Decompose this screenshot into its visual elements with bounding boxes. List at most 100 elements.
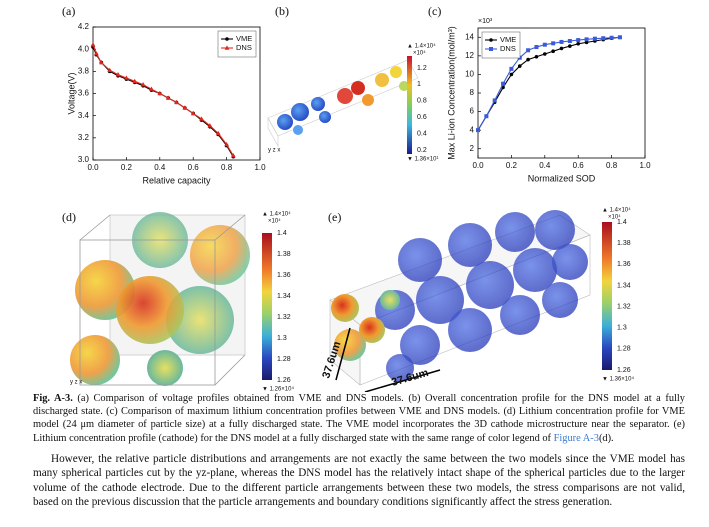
panel-label: (c)	[428, 4, 441, 18]
data-point	[526, 48, 531, 53]
colorbar	[407, 56, 412, 154]
legend-label: VME	[236, 34, 252, 43]
data-point	[215, 130, 221, 136]
data-point	[542, 42, 547, 47]
data-point	[149, 86, 154, 91]
data-point	[617, 35, 622, 40]
panel-label: (b)	[275, 4, 289, 18]
colorbar-tick-label: 1.4	[277, 230, 287, 237]
x-tick-label: 0.0	[87, 163, 99, 172]
x-tick-label: 0.8	[221, 163, 233, 172]
data-point	[609, 35, 614, 40]
rendering-d: y z x	[70, 212, 250, 386]
x-tick-label: 0.2	[506, 161, 518, 170]
y-tick-label: 4.0	[78, 44, 90, 53]
y-axis-label: Voltage(V)	[66, 72, 76, 114]
colorbar-tick-label: 1.3	[617, 325, 627, 332]
colorbar-tick-label: 0.8	[417, 98, 427, 105]
data-point	[115, 72, 121, 77]
data-point	[107, 67, 113, 73]
colorbar-unit: ×10⁴	[413, 50, 426, 57]
y-tick-label: 3.8	[78, 66, 90, 75]
y-tick-label: 2	[470, 144, 475, 153]
x-tick-label: 0.4	[539, 161, 551, 170]
data-point	[509, 66, 514, 71]
legend-label: DNS	[500, 44, 516, 53]
data-point	[559, 46, 564, 51]
series-line	[92, 44, 234, 156]
data-point	[132, 78, 138, 84]
colorbar-tick-label: 1.36	[617, 261, 631, 268]
figure: y z x y z x 37.6um 37.6um (b) (d) (e) (a…	[62, 4, 651, 392]
y-tick-label: 8	[470, 88, 475, 97]
data-point	[230, 152, 236, 158]
data-point	[576, 38, 581, 43]
y-multiplier: ×10³	[478, 18, 493, 25]
data-point	[98, 59, 104, 65]
y-tick-label: 4	[470, 125, 475, 134]
colorbar-tick-label: 1.4	[617, 219, 627, 226]
panel-label: (a)	[62, 4, 75, 18]
svg-text:y z x: y z x	[70, 380, 82, 386]
y-tick-label: 14	[465, 32, 474, 41]
data-point	[492, 98, 497, 103]
colorbar-tick-label: 1.26	[617, 367, 631, 374]
colorbar-tick-label: 1.32	[617, 303, 631, 310]
data-point	[567, 39, 572, 43]
data-point	[517, 64, 522, 68]
colorbar-min: ▼ 1.36×10⁴	[602, 376, 634, 383]
x-axis-label: Normalized SOD	[528, 173, 596, 183]
caption-text: (a) Comparison of voltage profiles obtai…	[33, 393, 685, 444]
colorbar-min: ▼ 1.26×10⁴	[262, 386, 294, 392]
y-tick-label: 3.2	[78, 133, 90, 142]
colorbar-tick-label: 1.32	[277, 314, 291, 321]
data-point	[174, 99, 179, 105]
rendering-e: 37.6um 37.6um	[320, 210, 591, 392]
y-tick-label: 6	[470, 107, 475, 116]
data-point	[534, 54, 539, 59]
legend-box	[217, 30, 257, 58]
colorbar-tick-label: 0.6	[417, 114, 427, 121]
legend-marker	[489, 47, 493, 51]
data-point	[576, 41, 580, 46]
data-point	[90, 42, 96, 47]
y-axis-label: Max Li-ion Concentration(mol/m³)	[446, 26, 456, 160]
x-tick-label: 0.6	[188, 163, 200, 172]
legend-marker	[489, 38, 493, 42]
data-point	[601, 36, 606, 41]
data-point	[199, 116, 204, 121]
caption-label: Fig. A-3.	[33, 393, 73, 404]
figure-link[interactable]: Figure A-3	[553, 432, 599, 444]
figure-caption: Fig. A-3. (a) Comparison of voltage prof…	[33, 392, 685, 445]
colorbar	[602, 222, 612, 370]
data-point	[224, 141, 229, 147]
colorbar-tick-label: 1.28	[617, 346, 631, 353]
x-tick-label: 0.8	[606, 161, 618, 170]
y-tick-label: 12	[465, 51, 474, 60]
colorbar-unit: ×10⁴	[608, 214, 621, 221]
legend-label: VME	[500, 35, 516, 44]
data-point	[124, 75, 129, 80]
data-point	[559, 39, 564, 44]
colorbar-tick-label: 1.36	[277, 272, 291, 279]
legend-marker	[225, 37, 229, 41]
data-point	[157, 90, 163, 96]
colorbar-tick-label: 1.38	[277, 251, 291, 258]
colorbar-tick-label: 1.28	[277, 356, 291, 363]
data-point	[543, 52, 547, 56]
colorbar-tick-label: 1.38	[617, 240, 631, 247]
data-point	[207, 123, 213, 128]
x-tick-label: 1.0	[639, 161, 651, 170]
legend-box	[481, 31, 521, 59]
data-point	[476, 128, 480, 133]
data-point	[484, 114, 489, 119]
rendering-b: y z x	[267, 59, 419, 154]
colorbar	[262, 233, 272, 380]
data-point	[140, 82, 146, 87]
colorbar-unit: ×10⁴	[268, 218, 281, 225]
colorbar-tick-label: 1.2	[417, 65, 427, 72]
colorbar-tick-label: 1.34	[277, 293, 291, 300]
colorbar-max: ▲ 1.4×10⁴	[262, 211, 291, 218]
y-tick-label: 3.6	[78, 89, 90, 98]
data-point	[568, 44, 572, 48]
